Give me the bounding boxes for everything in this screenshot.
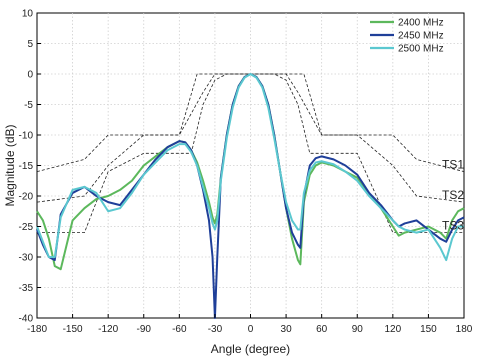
x-tick-label: -180	[27, 324, 47, 335]
axis-ticks: -180 -150 -120 -90 -60 -30 0 30 60 90 120 150 180105…	[19, 9, 473, 336]
mask-line-ts3	[37, 73, 464, 234]
x-tick-label: 120	[384, 324, 401, 335]
legend-label: 2400 MHz	[398, 18, 444, 29]
x-tick-label: 90	[352, 324, 364, 335]
y-tick-label: 10	[22, 9, 34, 20]
legend-label: 2450 MHz	[398, 31, 444, 42]
legend: 2400 MHz 2450 MHz 2500 MHz	[370, 18, 444, 55]
x-tick-label: -120	[98, 324, 118, 335]
y-tick-label: 5	[27, 39, 33, 50]
legend-label: 2500 MHz	[398, 44, 444, 55]
y-axis-title: Magnitude (dB)	[3, 124, 17, 206]
x-tick-label: 30	[281, 324, 293, 335]
y-tick-label: -30	[19, 253, 34, 264]
y-tick-label: -5	[24, 100, 33, 111]
mask-label-ts3: TS3	[442, 219, 464, 233]
x-tick-label: -30	[208, 324, 223, 335]
y-tick-label: -35	[19, 283, 34, 294]
series-line-2500-mhz	[36, 73, 464, 262]
x-tick-label: -150	[63, 324, 83, 335]
x-tick-label: -60	[172, 324, 187, 335]
mask-label-ts1: TS1	[442, 158, 464, 172]
x-axis-title: Angle (degree)	[211, 342, 290, 356]
y-tick-label: -40	[19, 314, 34, 325]
y-tick-label: -10	[19, 131, 34, 142]
x-tick-label: 180	[456, 324, 473, 335]
mask-label-ts2: TS2	[442, 188, 464, 202]
mask-labels: TS1 TS2 TS3	[442, 158, 464, 233]
x-tick-label: 0	[248, 324, 254, 335]
y-tick-label: -15	[19, 161, 34, 172]
series-lines	[36, 73, 465, 319]
y-tick-label: -20	[19, 192, 34, 203]
x-tick-label: 150	[420, 324, 437, 335]
x-tick-label: -90	[137, 324, 152, 335]
y-tick-label: -25	[19, 222, 34, 233]
x-tick-label: 60	[316, 324, 328, 335]
y-tick-label: 0	[27, 70, 33, 81]
